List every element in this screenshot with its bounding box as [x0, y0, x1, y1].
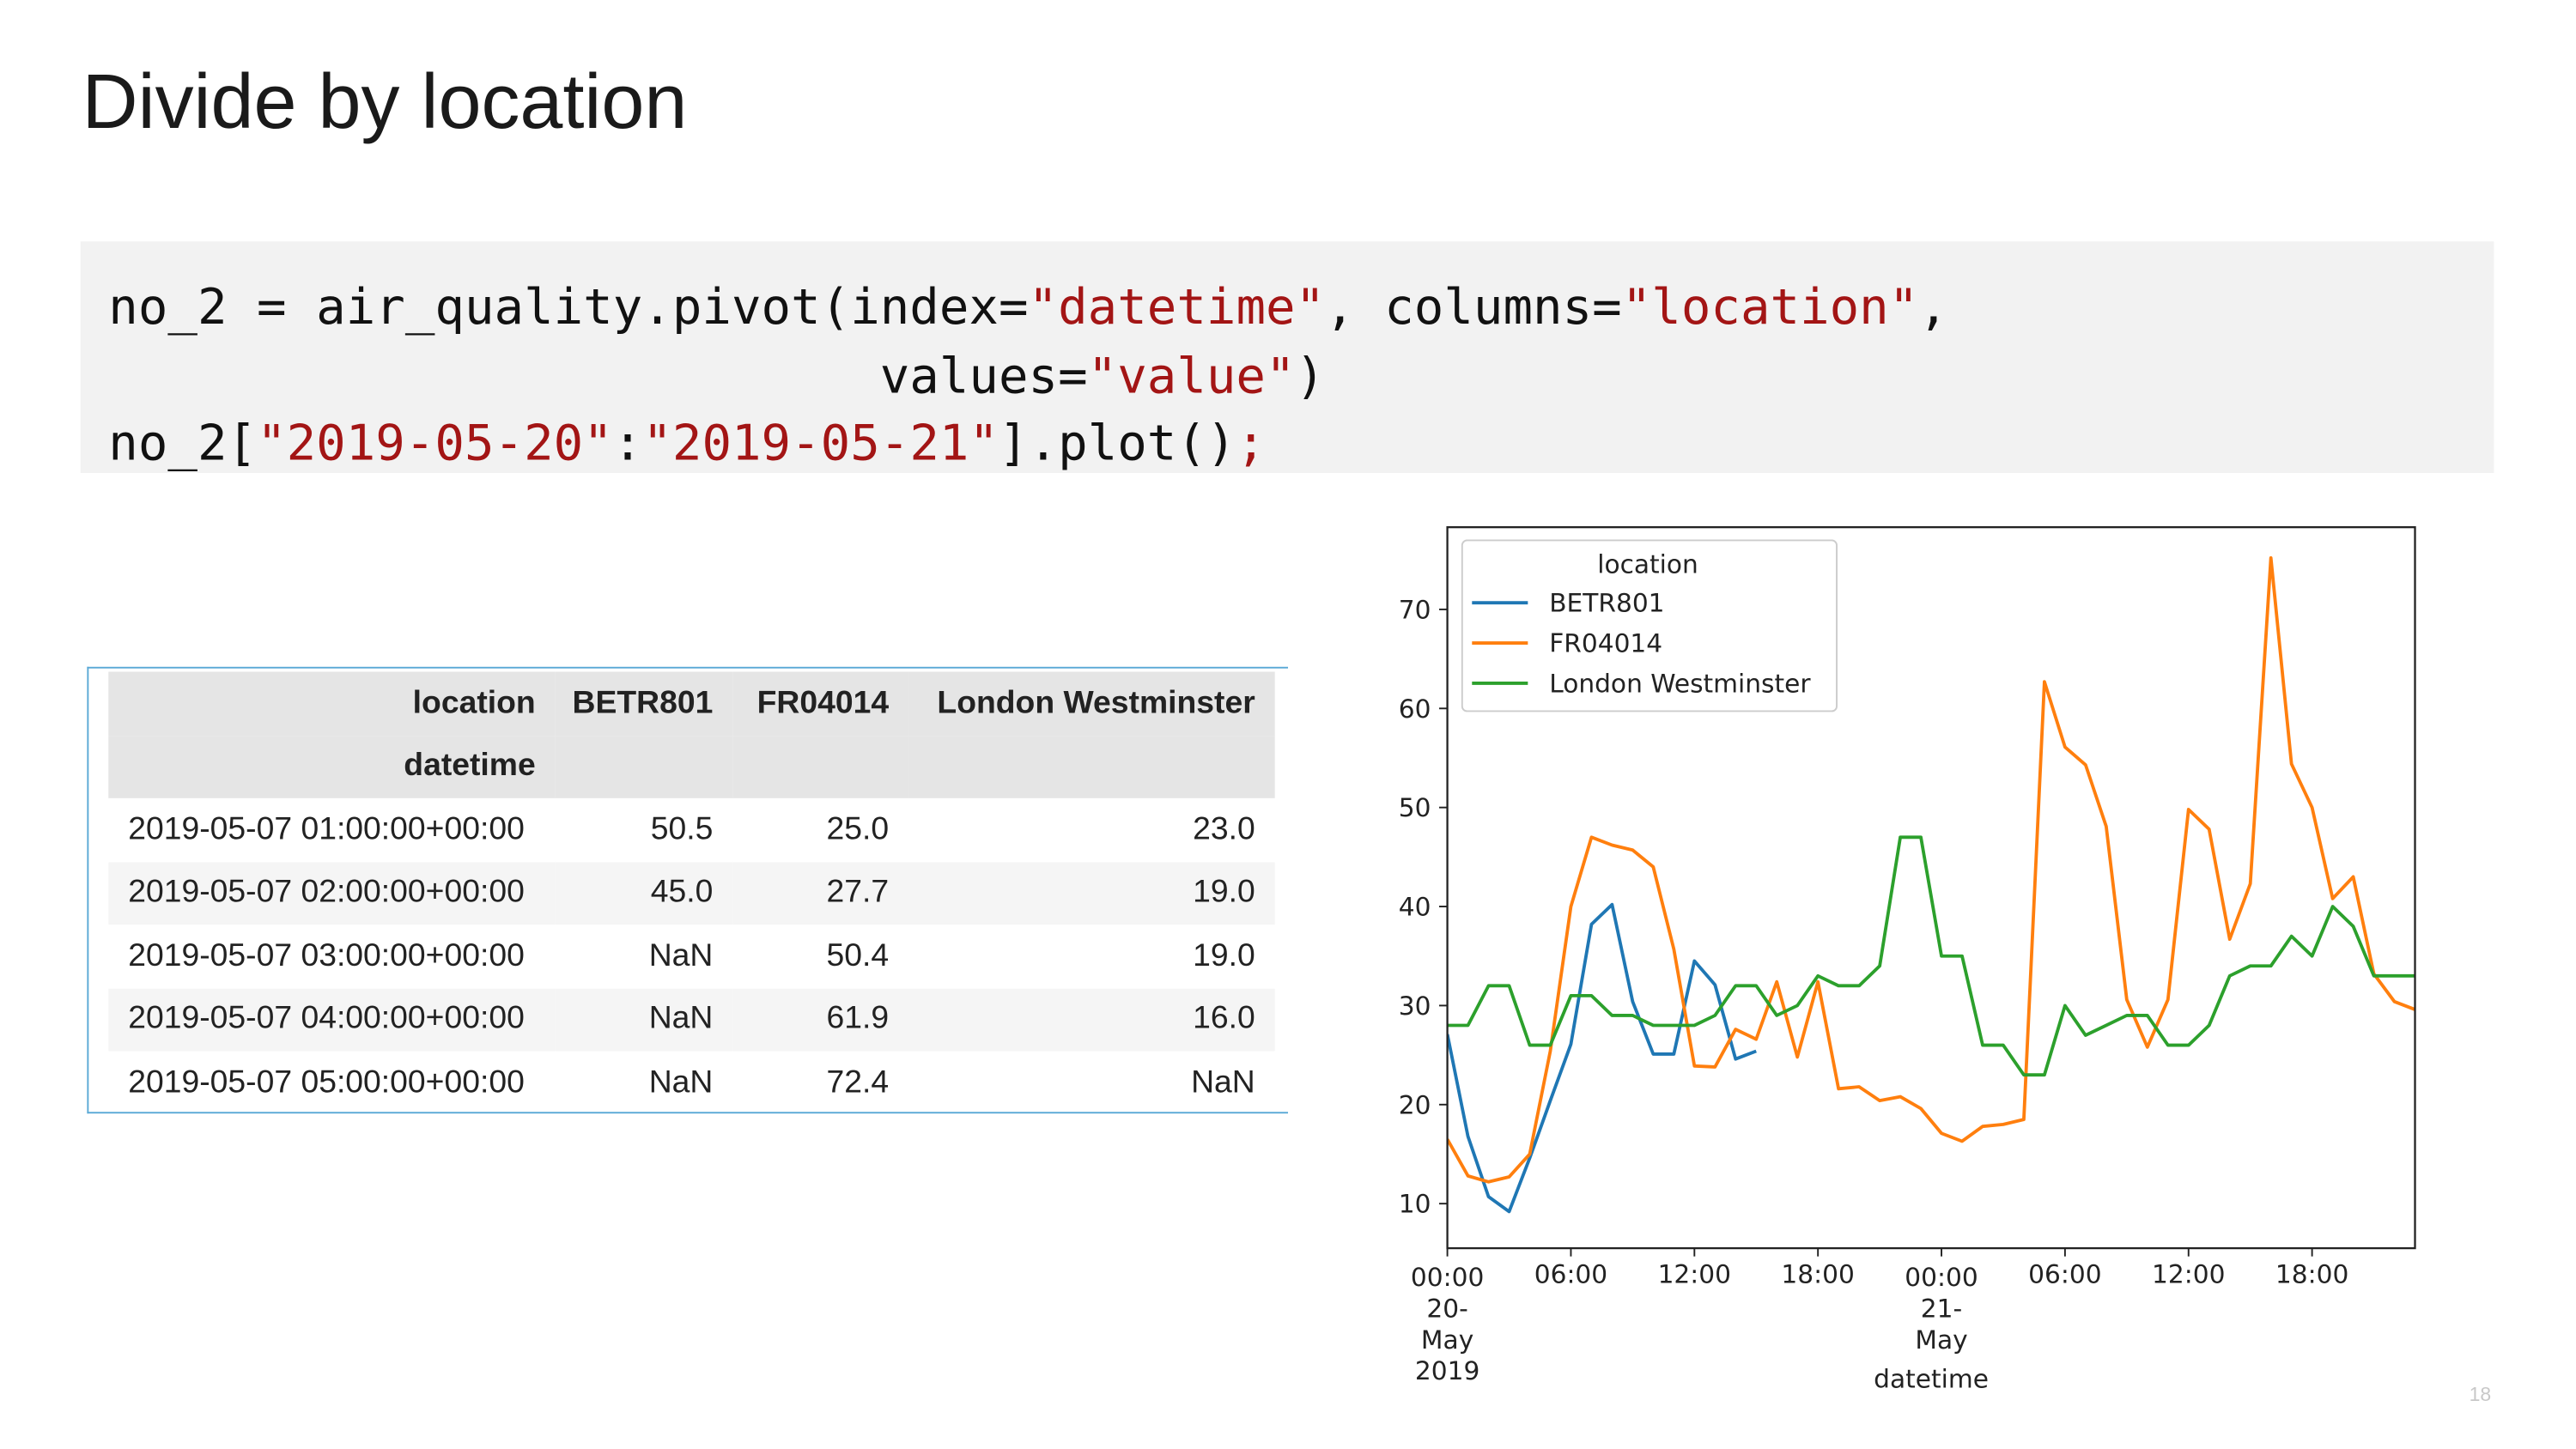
x-tick-label: 18:00	[1781, 1259, 1855, 1289]
x-tick-label: 00:00 21-May	[1905, 1262, 1978, 1355]
code-token: "value"	[1087, 347, 1296, 405]
page-number: 18	[2469, 1382, 2492, 1406]
y-tick-label: 70	[1399, 594, 1431, 624]
column-header: FR04014	[732, 671, 909, 736]
column-header: BETR801	[555, 671, 733, 736]
code-token: "2019-05-20"	[257, 415, 613, 474]
plot-frame	[1446, 526, 2416, 1250]
legend-label: London Westminster	[1549, 668, 1811, 698]
code-token: "datetime"	[1028, 279, 1326, 337]
table-cell: 72.4	[826, 1064, 890, 1100]
index-name: datetime	[108, 735, 556, 798]
table-cell: 45.0	[555, 861, 733, 925]
x-tick-label: 12:00	[2152, 1259, 2226, 1289]
table-cell: 23.0	[1193, 810, 1255, 847]
index-row: datetime	[108, 735, 1275, 798]
series-line	[1447, 902, 1757, 1214]
table-row: 2019-05-07 03:00:00+00:00 NaN 50.4 19.0	[108, 925, 1274, 988]
series-line	[1447, 835, 2415, 1077]
code-token: ].plot()	[999, 415, 1236, 474]
code-line: no_2 = air_quality.pivot(index="datetime…	[108, 275, 1948, 342]
empty-cell	[732, 735, 909, 798]
y-tick-label: 10	[1399, 1189, 1431, 1219]
table-row: 2019-05-07 02:00:00+00:00 45.0 27.7 19.0	[108, 861, 1275, 925]
legend-title: location	[1597, 549, 1698, 579]
table-cell: 2019-05-07 03:00:00+00:00	[128, 937, 525, 974]
empty-cell	[908, 735, 1275, 798]
table-frame: location BETR801 FR04014 London Westminster…	[87, 666, 1289, 1115]
legend-label: BETR801	[1549, 588, 1664, 618]
code-line: values="value")	[108, 343, 1325, 409]
code-token: ;	[1236, 415, 1267, 474]
legend-label: FR04014	[1549, 628, 1662, 658]
code-token: no_2[	[108, 415, 258, 474]
y-tick-label: 50	[1399, 792, 1431, 822]
data-table: location BETR801 FR04014 London Westminster…	[108, 671, 1275, 1115]
table-cell: NaN	[648, 1064, 714, 1100]
y-tick-label: 40	[1399, 892, 1431, 922]
header-row: location BETR801 FR04014 London Westminster	[108, 671, 1275, 736]
table-cell: 27.7	[732, 861, 909, 925]
code-token: "location"	[1621, 279, 1919, 337]
table-cell: 2019-05-07 01:00:00+00:00	[128, 810, 525, 847]
y-tick-label: 30	[1399, 991, 1431, 1021]
table-cell: 19.0	[1193, 937, 1255, 974]
table-cell: 50.5	[650, 810, 714, 847]
y-tick-label: 60	[1399, 694, 1431, 724]
table-cell: 61.9	[732, 987, 909, 1052]
x-axis-label: datetime	[1874, 1364, 1989, 1394]
table-cell: 2019-05-07 05:00:00+00:00	[128, 1064, 525, 1100]
x-tick-label: 00:00 20-May 2019	[1410, 1262, 1485, 1385]
code-token: "2019-05-21"	[642, 415, 999, 474]
code-token: ,	[1918, 279, 1948, 337]
code-token: no_2 = air_quality.pivot(index=	[108, 279, 1029, 337]
table-cell: 2019-05-07 04:00:00+00:00	[108, 987, 556, 1052]
table-row: 2019-05-07 01:00:00+00:00 50.5 25.0 23.0	[108, 798, 1274, 862]
x-tick-label: 06:00	[1534, 1259, 1608, 1289]
code-token: :	[612, 415, 643, 474]
table-row: 2019-05-07 05:00:00+00:00 NaN 72.4 NaN	[108, 1051, 1274, 1114]
code-line: no_2["2019-05-20":"2019-05-21"].plot();	[108, 410, 1266, 477]
x-tick-label: 12:00	[1657, 1259, 1732, 1289]
code-token: values=	[108, 347, 1088, 405]
column-header: location	[108, 671, 556, 736]
table-cell: 16.0	[908, 987, 1275, 1052]
table-row: 2019-05-07 04:00:00+00:00 NaN 61.9 16.0	[108, 987, 1275, 1052]
series-line	[1447, 556, 2415, 1184]
table-cell: 2019-05-07 02:00:00+00:00	[108, 861, 556, 925]
table-cell: NaN	[555, 987, 733, 1052]
code-block: no_2 = air_quality.pivot(index="datetime…	[80, 241, 2494, 474]
x-tick-label: 06:00	[2028, 1259, 2102, 1289]
code-token: )	[1295, 347, 1326, 405]
legend-box	[1461, 539, 1838, 712]
empty-cell	[555, 735, 733, 798]
x-tick-label: 18:00	[2275, 1259, 2349, 1289]
table-cell: 19.0	[908, 861, 1275, 925]
y-tick-label: 20	[1399, 1089, 1431, 1119]
table-cell: 50.4	[826, 937, 890, 974]
column-header: London Westminster	[908, 671, 1275, 736]
table-cell: NaN	[648, 937, 714, 974]
table-cell: NaN	[1191, 1064, 1255, 1100]
code-token: , columns=	[1325, 279, 1622, 337]
slide-title: Divide by location	[82, 57, 688, 145]
table-cell: 25.0	[826, 810, 890, 847]
